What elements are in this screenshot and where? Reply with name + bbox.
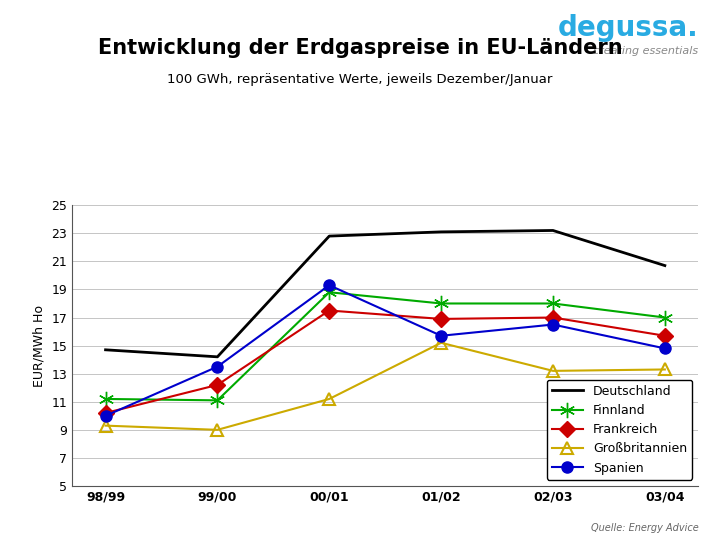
Frankreich xyxy=(549,314,557,321)
Line: Großbritannien: Großbritannien xyxy=(99,336,671,436)
Line: Frankreich: Frankreich xyxy=(100,305,670,418)
Text: 100 GWh, repräsentative Werte, jeweils Dezember/Januar: 100 GWh, repräsentative Werte, jeweils D… xyxy=(167,73,553,86)
Text: Entwicklung der Erdgaspreise in EU-Ländern: Entwicklung der Erdgaspreise in EU-Lände… xyxy=(98,38,622,58)
Y-axis label: EUR/MWh Ho: EUR/MWh Ho xyxy=(32,305,45,387)
Frankreich xyxy=(325,307,333,314)
Text: degussa.: degussa. xyxy=(558,14,698,42)
Line: Finnland: Finnland xyxy=(98,285,672,408)
Text: Quelle: Energy Advice: Quelle: Energy Advice xyxy=(590,523,698,532)
Text: creating essentials: creating essentials xyxy=(593,46,698,56)
Deutschland xyxy=(660,262,669,269)
Großbritannien xyxy=(102,422,110,429)
Deutschland xyxy=(325,233,333,239)
Spanien xyxy=(213,363,222,370)
Großbritannien xyxy=(437,340,446,346)
Deutschland xyxy=(102,347,110,353)
Line: Spanien: Spanien xyxy=(100,280,670,421)
Finnland xyxy=(660,314,669,321)
Spanien xyxy=(437,333,446,339)
Großbritannien xyxy=(660,366,669,373)
Line: Deutschland: Deutschland xyxy=(106,231,665,357)
Deutschland xyxy=(213,354,222,360)
Finnland xyxy=(213,397,222,403)
Frankreich xyxy=(213,382,222,388)
Frankreich xyxy=(102,410,110,416)
Finnland xyxy=(549,300,557,307)
Spanien xyxy=(102,413,110,419)
Frankreich xyxy=(660,333,669,339)
Legend: Deutschland, Finnland, Frankreich, Großbritannien, Spanien: Deutschland, Finnland, Frankreich, Großb… xyxy=(546,380,692,480)
Deutschland xyxy=(549,227,557,234)
Großbritannien xyxy=(213,427,222,433)
Spanien xyxy=(325,282,333,288)
Spanien xyxy=(549,321,557,328)
Spanien xyxy=(660,345,669,352)
Deutschland xyxy=(437,228,446,235)
Finnland xyxy=(437,300,446,307)
Finnland xyxy=(102,396,110,402)
Finnland xyxy=(325,289,333,295)
Großbritannien xyxy=(325,396,333,402)
Frankreich xyxy=(437,316,446,322)
Großbritannien xyxy=(549,368,557,374)
